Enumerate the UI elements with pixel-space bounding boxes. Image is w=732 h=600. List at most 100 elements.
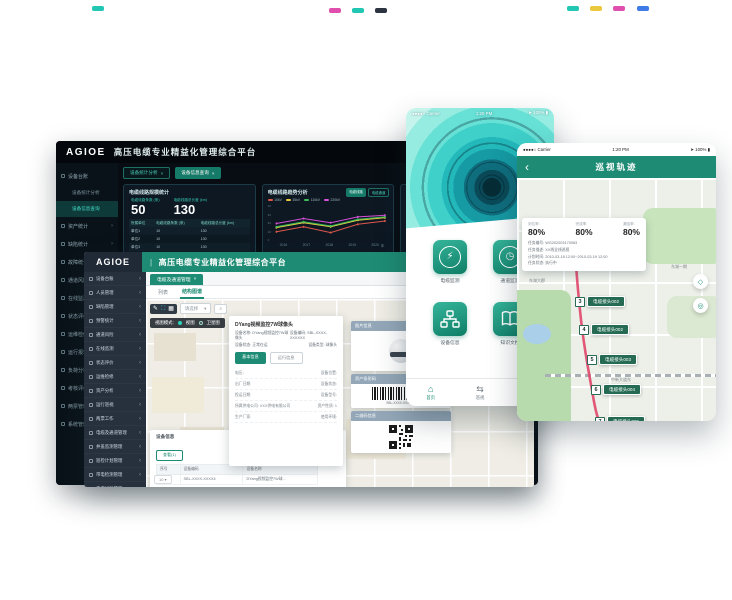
trend-chart [275, 214, 386, 234]
toggle-cable-channel[interactable]: 电缆通道 [367, 188, 390, 197]
sidebar-item-device-ledger[interactable]: 设备台账 [56, 167, 118, 185]
pin-number: 7 [595, 416, 605, 421]
sidebar-item-stats-analysis[interactable]: 设备统计分析 [56, 185, 118, 201]
sidebar-item[interactable]: 预警统计 ‹ [84, 314, 146, 328]
clock: 1:20 PM [612, 147, 629, 152]
subtab-list[interactable]: 列表 [158, 289, 169, 296]
meta-right: 设备编码: SBL-XXXX-XXXXXX [289, 331, 327, 340]
map-pin[interactable]: 7 电缆接头005 [595, 416, 646, 421]
app-device-info[interactable]: 设备信息 [433, 302, 467, 364]
pin-number: 6 [591, 384, 601, 395]
sidebar-item[interactable]: 电缆试验管理 ‹ [84, 482, 146, 487]
sidebar-item[interactable]: 井盖监测管理 ‹ [84, 440, 146, 454]
chevron-left-icon: ‹ [139, 387, 141, 394]
search-input[interactable]: ⌕ [214, 303, 228, 314]
page-size-select[interactable]: 10 ▾ [154, 475, 172, 484]
back-icon[interactable]: ‹ [525, 160, 529, 174]
pin-label: 电缆接头002 [591, 324, 630, 335]
radio-map-view[interactable] [177, 321, 182, 325]
sidebar-item[interactable]: 运行巡视 ‹ [84, 398, 146, 412]
legend-chip [92, 6, 104, 11]
sidebar-item-label: 带电检测管理 [96, 471, 123, 477]
table-row: 单位1 10 130 [129, 227, 250, 236]
map-locate-button[interactable]: ◇ [693, 274, 708, 289]
stat-line-length: 电缆线路总长度 (km) 130 [174, 198, 207, 217]
table-row: 单位2 10 130 [129, 235, 250, 244]
sidebar-item[interactable]: 运维检修 ‹ [84, 370, 146, 384]
legend-chip [613, 6, 625, 11]
tab-device-query[interactable]: 设备信息查询 × [175, 167, 221, 179]
map-toolbar: ✎ ⛶ ▦ 请选择 ▾ ⌕ [150, 303, 228, 314]
stat-label: 电缆线路总长度 (km) [173, 198, 207, 202]
map-layers-button[interactable]: ◎ [693, 298, 708, 313]
sidebar-item[interactable]: 巡检计划管理 ‹ [84, 454, 146, 468]
cell-count: 10 [154, 243, 199, 252]
cable-monitor-icon: ⚡ [433, 240, 467, 274]
ledger-icon [61, 174, 65, 178]
chevron-left-icon: ‹ [139, 457, 141, 464]
trend-legend: 10kV 35kV 110kV 220kV [267, 198, 389, 202]
sidebar-item[interactable]: 资产统计 › [56, 217, 118, 235]
basic-info-button[interactable]: 基本信息 [235, 352, 266, 364]
stat-label: 电缆线路条数 (条) [131, 198, 160, 202]
panel-title: 设备信息 [156, 434, 175, 439]
legend-chip [590, 6, 602, 11]
close-icon[interactable]: × [211, 170, 215, 176]
sidebar-item[interactable]: 电缆及通道管理 ‹ [84, 426, 146, 440]
sidebar-item[interactable]: 缺陷统计 › [56, 235, 118, 253]
brand-logo: AGIOE [66, 146, 106, 158]
map-pin[interactable]: 4 电缆接头002 [579, 324, 630, 335]
sidebar-item-device-query[interactable]: 设备信息查询 [56, 201, 118, 217]
sidebar-item[interactable]: 两票工作 ‹ [84, 412, 146, 426]
sidebar-item[interactable]: 带电检测管理 ‹ [84, 468, 146, 482]
sidebar-item[interactable]: 设备台账 ‹ [84, 272, 146, 286]
sidebar-item-icon [89, 290, 93, 295]
legend-item: 10kV [267, 198, 282, 202]
sidebar-item[interactable]: 通道风险 ‹ [84, 328, 146, 342]
table-row[interactable]: 1 SBL-XXXX-XXXX4 DYang视频监控7W球... [156, 473, 318, 485]
view-button[interactable]: 查看(1) [156, 449, 183, 461]
subtab-structure-map[interactable]: 结构图谱 [180, 286, 205, 299]
sidebar-item-label: 在线监测 [96, 345, 114, 351]
nav-label: 首页 [426, 394, 436, 400]
meta-row: 设备状态: 正常在运 设备类型: 球像头 [235, 343, 337, 348]
tab-stats-analysis[interactable]: 设备统计分析 × [123, 167, 171, 179]
expand-icon[interactable]: ⛶ [161, 305, 166, 312]
sidebar-item-icon [89, 374, 93, 379]
sidebar-item[interactable]: 资产分析 ‹ [84, 384, 146, 398]
map-pin[interactable]: 3 电缆接头002 [575, 296, 626, 307]
patrol-map[interactable]: 西洲路东湖大郡中新大道东东湖一期 到位率:80%完成率:80%漏巡率:80% 任… [517, 178, 716, 421]
legend-chip [329, 8, 341, 13]
sidebar-item-icon [61, 332, 65, 336]
page-title: 高压电缆专业精益化管理综合平台 [158, 257, 287, 267]
radio-satellite-view[interactable] [198, 321, 203, 325]
sidebar-item-icon [61, 242, 65, 246]
nav-patrol[interactable]: ⇆ 巡视 [455, 379, 504, 406]
cell-code: SBL-XXXX-XXXX4 [179, 473, 244, 485]
close-icon[interactable]: × [160, 170, 164, 176]
nav-home[interactable]: ⌂ 首页 [406, 379, 455, 406]
tab-cable-channel-mgmt[interactable]: 电缆及通道管理 × [150, 274, 204, 285]
legend-item: 35kV [285, 198, 300, 202]
sidebar-item[interactable]: 状态评价 ‹ [84, 356, 146, 370]
map-pin[interactable]: 6 电缆接头004 [591, 384, 642, 395]
sidebar-item[interactable]: 缺陷管理 ‹ [84, 300, 146, 314]
run-info-button[interactable]: 运行信息 [269, 352, 303, 364]
pin-label: 电缆接头004 [603, 384, 642, 395]
sidebar-item[interactable]: 在线监测 ‹ [84, 342, 146, 356]
toggle-cable-line[interactable]: 电缆线路 [346, 188, 366, 197]
bolt-icon: ⚡ [446, 251, 454, 262]
stat-line-count: 电缆线路条数 (条) 50 [131, 198, 160, 217]
pencil-icon[interactable]: ✎ [153, 305, 159, 312]
sidebar-item-label: 通道风险 [68, 277, 89, 284]
app-header: ‹ 巡视轨迹 [517, 156, 716, 178]
cell-unit: 单位2 [129, 235, 155, 244]
close-icon[interactable]: × [193, 277, 197, 282]
select-dropdown[interactable]: 请选择 ▾ [179, 303, 212, 314]
sidebar-item[interactable]: 人员管理 ‹ [84, 286, 146, 300]
sidebar-item-label: 预警统计 [96, 317, 114, 323]
chevron-left-icon: ‹ [139, 443, 141, 450]
app-cable-monitor[interactable]: ⚡ 电缆监测 [433, 240, 467, 302]
map-pin[interactable]: 5 电缆接头003 [587, 354, 638, 365]
layers-icon[interactable]: ▦ [168, 305, 174, 312]
